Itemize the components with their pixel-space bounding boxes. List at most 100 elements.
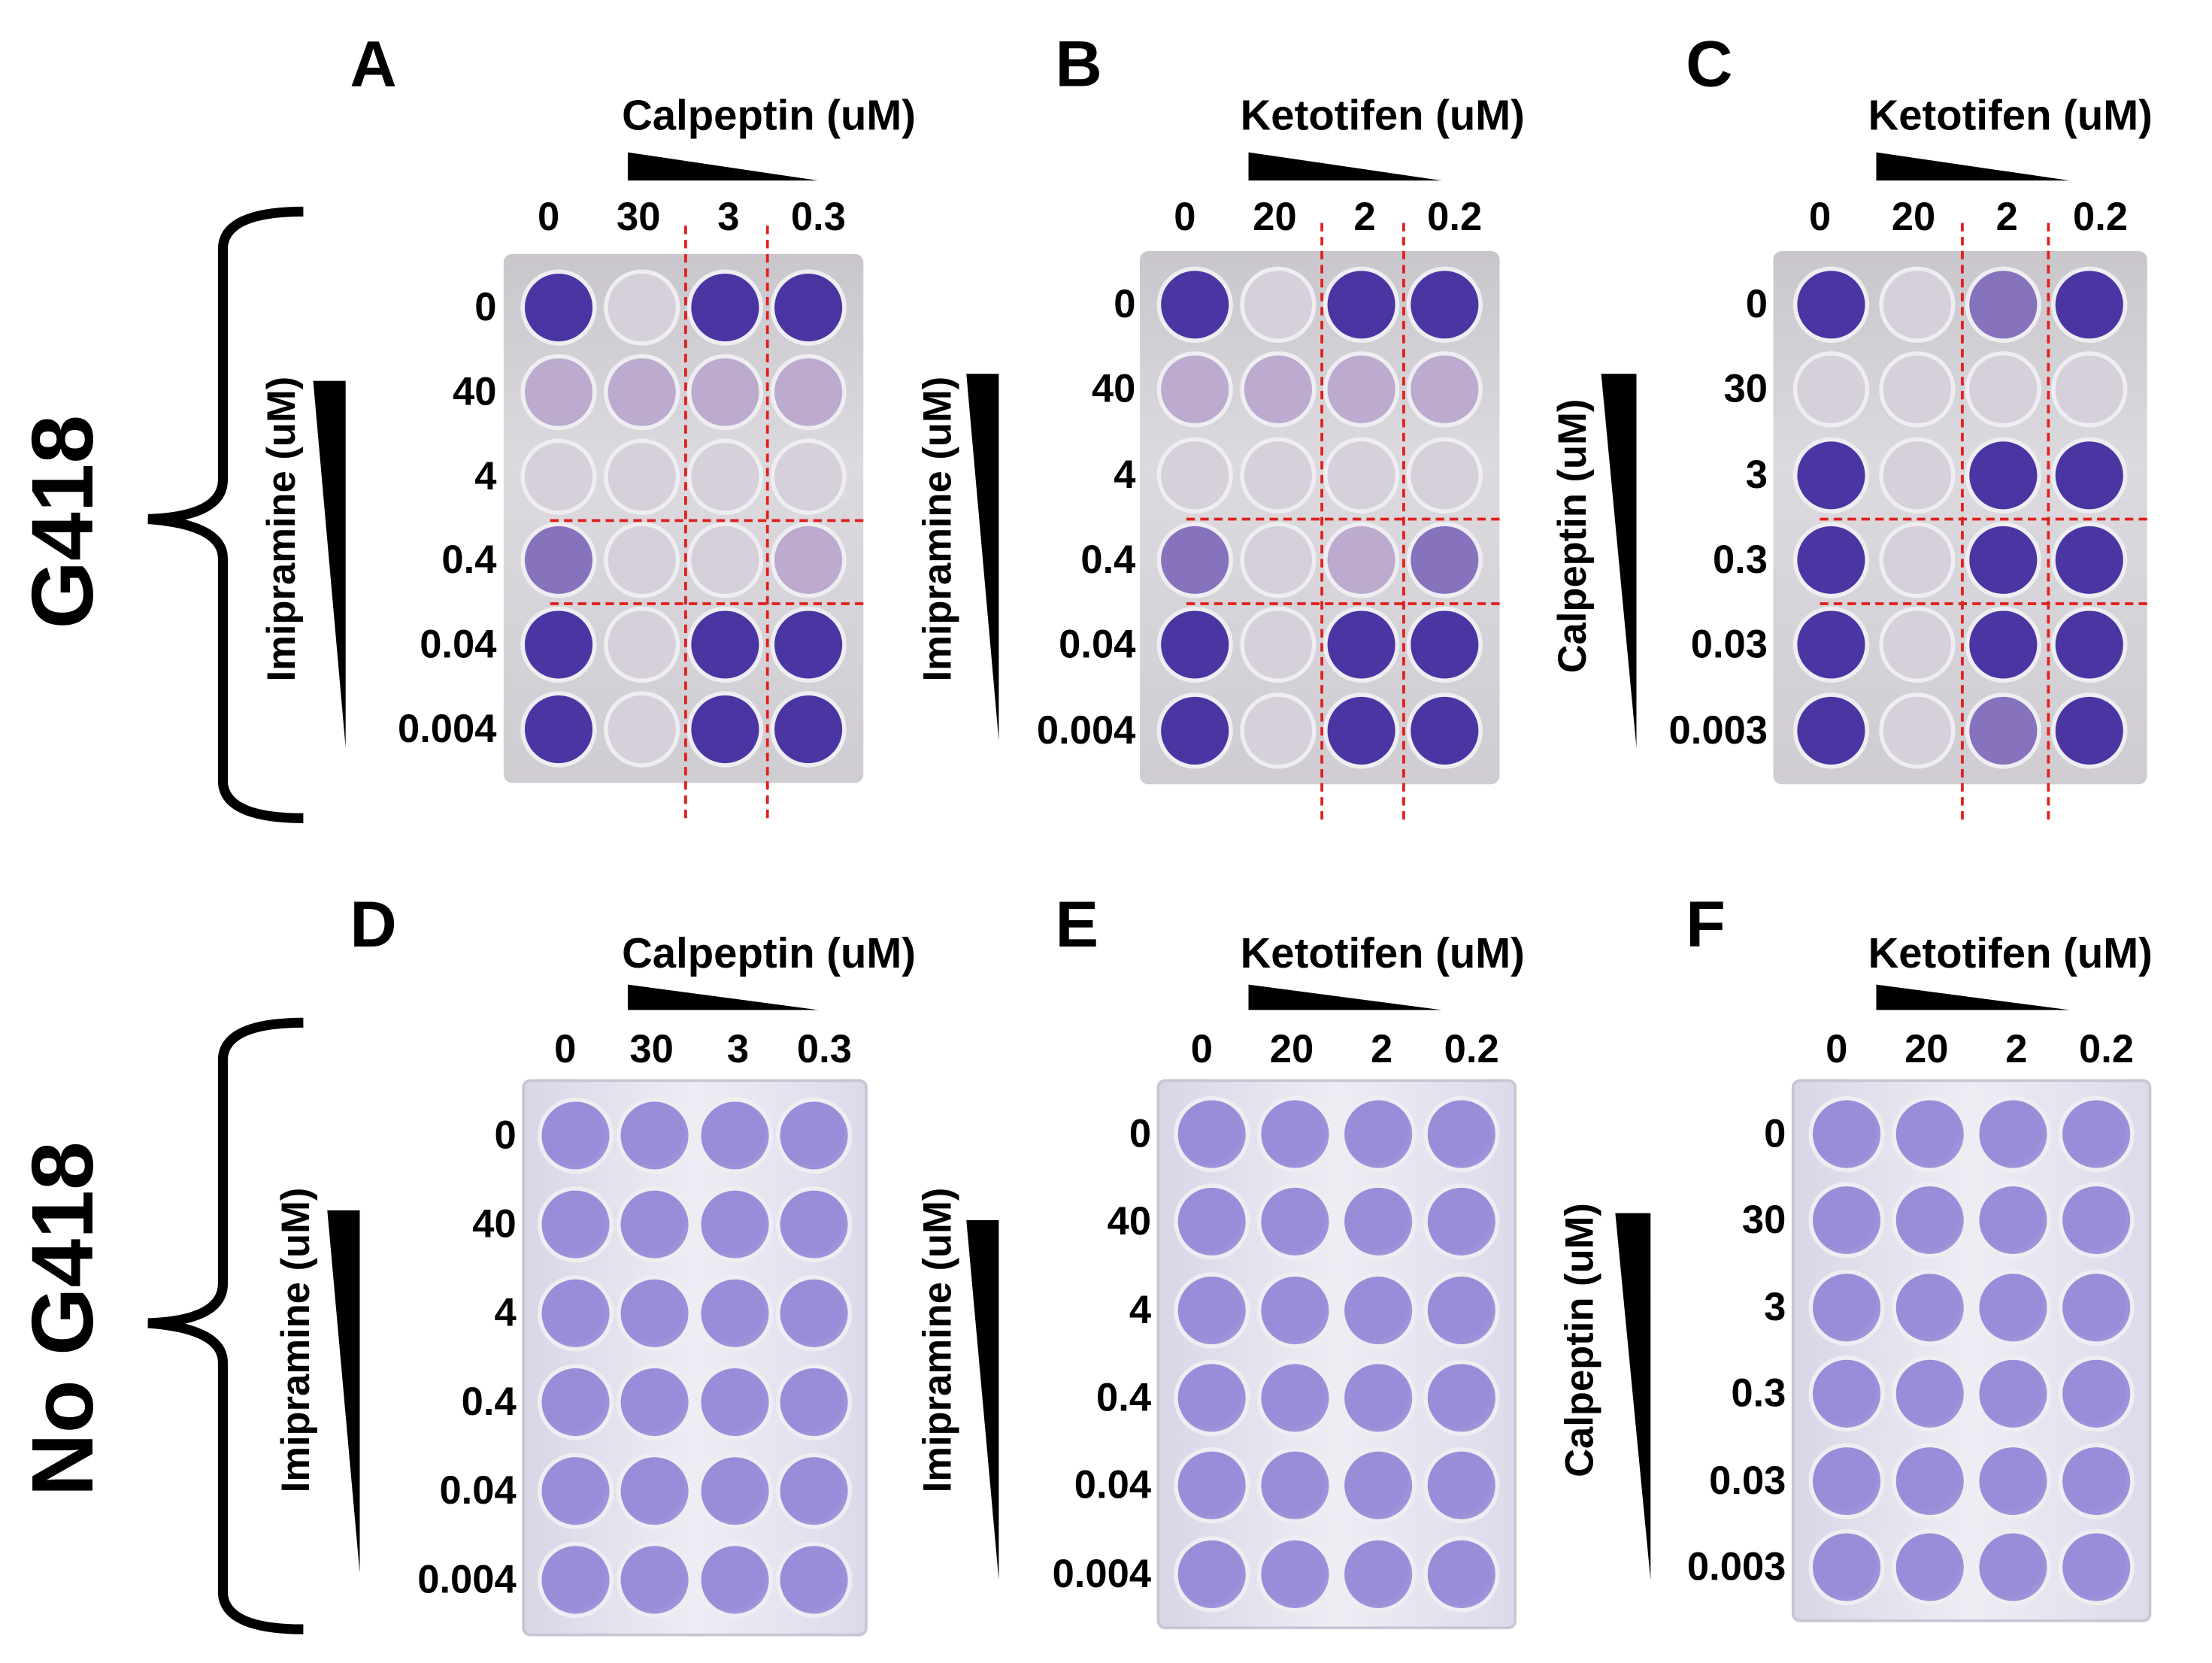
column-concentration: 0.2 <box>2079 1026 2135 1071</box>
plate-cell <box>1971 1351 2054 1437</box>
row-drug-label: Calpeptin (uM) <box>1557 1203 1601 1477</box>
column-drug-label: Calpeptin (uM) <box>622 92 917 140</box>
well-r2-c3 <box>1327 356 1395 424</box>
row-gradient-wedge <box>966 1219 999 1580</box>
plate-cell <box>1154 432 1237 517</box>
row-concentration: 30 <box>1741 1198 1786 1242</box>
plate-cell <box>1420 1442 1502 1530</box>
plate-cell <box>1420 1530 1502 1618</box>
well-r3-c2 <box>1895 1273 1965 1341</box>
plate-cell <box>518 265 601 350</box>
well-r6-c4 <box>1410 696 1478 765</box>
column-concentration-labels: 0 30 3 0.3 <box>522 1027 868 1072</box>
plate-cell <box>1874 688 1960 773</box>
well-r6-c1 <box>541 1546 610 1615</box>
well-r4-c1 <box>1796 526 1865 595</box>
plate-cell <box>1337 1266 1420 1354</box>
column-drug-label: Ketotifen (uM) <box>1868 92 2153 140</box>
plate-cell <box>1960 603 2047 688</box>
well-plate <box>1791 1079 2152 1622</box>
row-gradient-wedge-shape <box>1615 1213 1651 1580</box>
plate-cell <box>2054 1524 2137 1610</box>
column-concentration: 0 <box>1826 1026 1848 1071</box>
row-drug-label: Imipramine (uM) <box>915 376 959 682</box>
plate-cell <box>616 1536 695 1625</box>
plate-cell <box>601 350 683 434</box>
column-gradient-wedge-shape <box>1876 984 2070 1010</box>
plate-cell <box>2047 347 2133 432</box>
well-r5-c2 <box>608 610 676 679</box>
plate-cell <box>695 1446 774 1536</box>
row-concentration: 0.004 <box>417 1558 517 1602</box>
column-concentration: 0 <box>538 194 560 239</box>
plate-cell <box>1971 1177 2054 1264</box>
column-gradient-wedge <box>1248 984 1442 1010</box>
well-r4-c2 <box>1895 1360 1965 1428</box>
well-r1-c3 <box>700 1101 768 1169</box>
row-gradient-wedge <box>1601 374 1637 748</box>
plate-cell <box>1787 347 1874 432</box>
plate-cell <box>1806 1351 1889 1437</box>
well-r1-c1 <box>541 1101 610 1169</box>
row-gradient-wedge-shape <box>1601 374 1637 748</box>
highlight-column-line <box>766 226 770 819</box>
plate-cell <box>536 1090 616 1180</box>
plate-cell <box>774 1090 854 1180</box>
well-r3-c3 <box>1969 441 2038 509</box>
plate-cell <box>1420 1354 1502 1442</box>
plate-cell <box>1787 688 1874 773</box>
column-concentration: 2 <box>2005 1026 2028 1071</box>
column-gradient-wedge <box>1876 152 2070 181</box>
column-concentration: 20 <box>1904 1026 1949 1071</box>
well-r3-c3 <box>1979 1273 2047 1341</box>
highlight-row-line <box>1820 517 2147 521</box>
well-r6-c1 <box>1178 1540 1247 1608</box>
plate-cell <box>774 1446 854 1536</box>
column-concentration: 3 <box>717 194 740 239</box>
well-r6-c4 <box>774 695 842 764</box>
plate-cell <box>1806 1524 1889 1610</box>
row-gradient-wedge-shape <box>966 374 999 741</box>
plate-cell <box>518 519 601 603</box>
column-gradient-wedge-shape <box>1876 152 2070 181</box>
row-gradient-wedge-shape <box>966 1219 999 1580</box>
well-r3-c1 <box>1161 441 1229 509</box>
well-r6-c2 <box>1261 1540 1329 1608</box>
plate-cell <box>1971 1524 2054 1610</box>
plate-cell <box>1403 262 1486 347</box>
well-r5-c4 <box>1410 611 1478 680</box>
row-concentration-labels: 0 40 4 0.4 0.04 0.004 <box>966 262 1135 773</box>
row-concentration-labels: 0 40 4 0.4 0.04 0.004 <box>327 265 496 772</box>
well-r6-c3 <box>1979 1534 2047 1602</box>
plate-cell <box>616 1268 695 1358</box>
well-r2-c1 <box>541 1190 610 1259</box>
column-concentration-labels: 0 20 2 0.2 <box>1157 1027 1517 1072</box>
plate-cell <box>616 1090 695 1180</box>
plate-cell <box>1403 518 1486 603</box>
well-r6-c2 <box>1244 696 1313 765</box>
plate-cell <box>1403 688 1486 773</box>
well-r6-c4 <box>1427 1540 1495 1608</box>
well-plate <box>1156 1079 1517 1630</box>
well-r4-c1 <box>1178 1364 1247 1432</box>
well-r1-c2 <box>1261 1100 1329 1168</box>
row-concentration-labels: 0 30 3 0.3 0.03 0.003 <box>1617 1090 1786 1610</box>
plate-cell <box>774 1268 854 1358</box>
plate-cell <box>1960 262 2047 347</box>
well-r3-c2 <box>621 1279 689 1347</box>
row-drug-label: Calpeptin (uM) <box>1550 398 1595 674</box>
row-concentration: 0.4 <box>1096 1375 1152 1419</box>
well-r1-c1 <box>1813 1100 1881 1168</box>
plate-cell <box>1874 603 1960 688</box>
column-concentration-labels: 0 20 2 0.2 <box>1792 1027 2151 1072</box>
row-concentration: 4 <box>474 453 497 498</box>
well-r3-c1 <box>541 1279 610 1347</box>
panel-letter: F <box>1686 887 1726 961</box>
plate-cell <box>1960 432 2047 517</box>
well-r4-c3 <box>691 526 759 595</box>
column-gradient-wedge <box>1248 152 1442 181</box>
well-r2-c4 <box>2056 356 2124 424</box>
row-concentration: 0.004 <box>1036 707 1136 752</box>
